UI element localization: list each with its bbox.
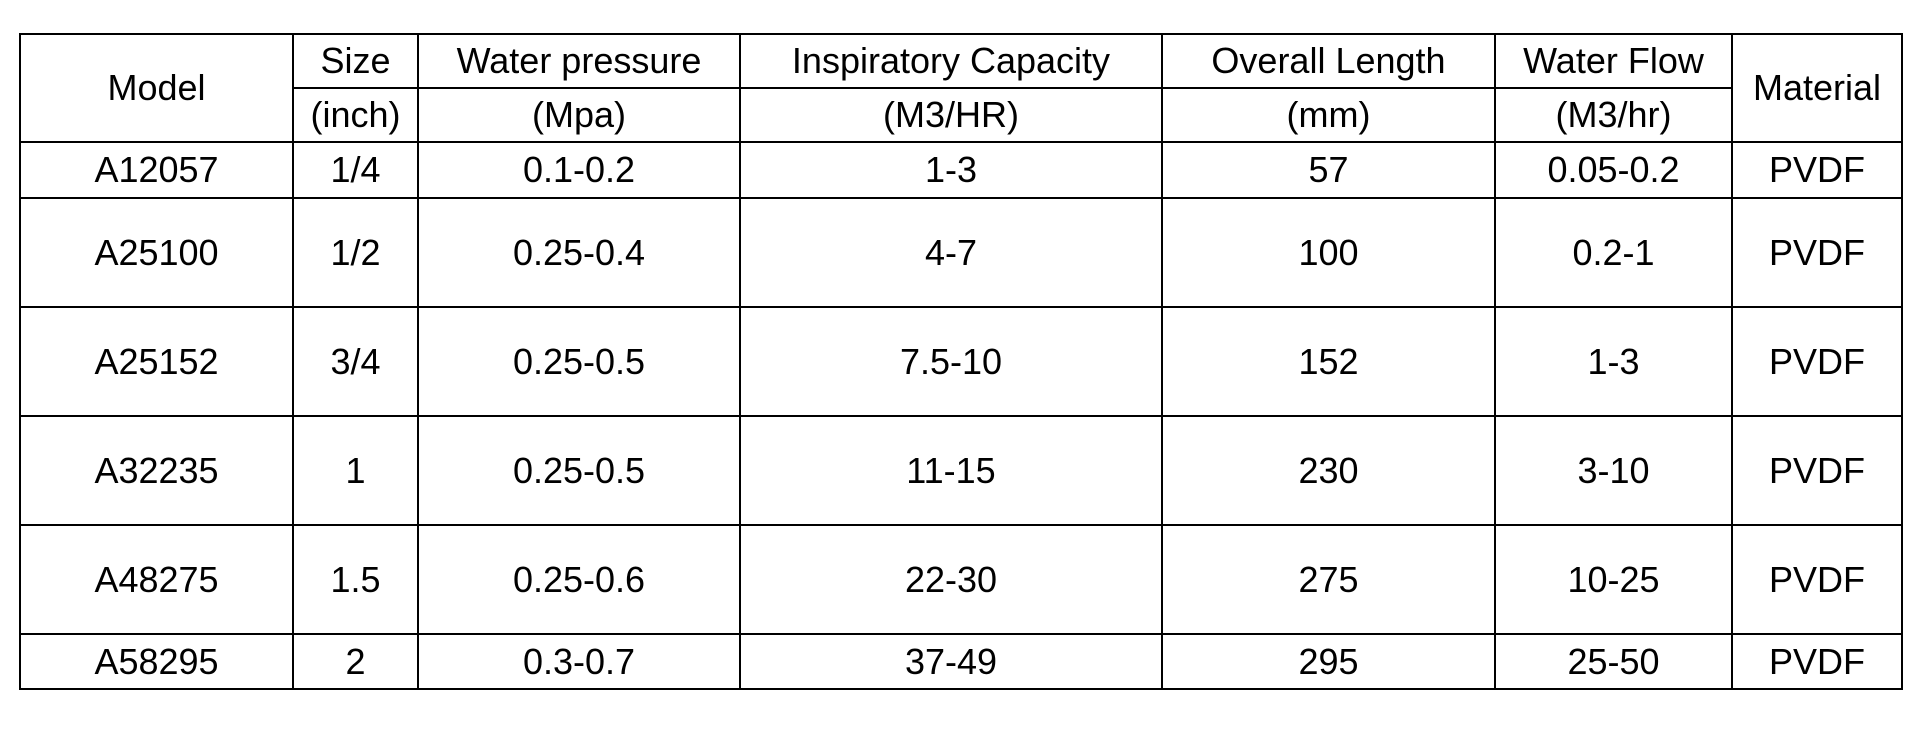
table-header: Model Size Water pressure Inspiratory Ca… <box>19 33 1903 143</box>
cell-water-flow: 0.2-1 <box>1494 197 1733 308</box>
header-row-top: Model Size Water pressure Inspiratory Ca… <box>19 33 1903 143</box>
cell-material: PVDF <box>1731 197 1903 308</box>
cell-inspiratory-capacity: 7.5-10 <box>739 306 1163 417</box>
cell-inspiratory-capacity: 22-30 <box>739 524 1163 635</box>
table-row: A58295 2 0.3-0.7 37-49 295 25-50 PVDF <box>19 633 1903 690</box>
header-overall-length-unit: (mm) <box>1161 87 1496 143</box>
header-water-flow-unit: (M3/hr) <box>1494 87 1733 143</box>
cell-size: 1.5 <box>292 524 419 635</box>
header-overall-length: Overall Length <box>1161 33 1496 89</box>
cell-inspiratory-capacity: 11-15 <box>739 415 1163 526</box>
cell-size: 1/4 <box>292 141 419 199</box>
table-row: A48275 1.5 0.25-0.6 22-30 275 10-25 PVDF <box>19 524 1903 635</box>
cell-water-pressure: 0.25-0.5 <box>417 306 741 417</box>
cell-inspiratory-capacity: 4-7 <box>739 197 1163 308</box>
cell-overall-length: 100 <box>1161 197 1496 308</box>
table-row: A12057 1/4 0.1-0.2 1-3 57 0.05-0.2 PVDF <box>19 141 1903 199</box>
header-model: Model <box>19 33 294 143</box>
cell-water-flow: 1-3 <box>1494 306 1733 417</box>
header-row-units: (inch) (Mpa) (M3/HR) (mm) (M3/hr) <box>20 87 1902 143</box>
cell-water-flow: 25-50 <box>1494 633 1733 690</box>
cell-water-pressure: 0.3-0.7 <box>417 633 741 690</box>
cell-water-pressure: 0.25-0.5 <box>417 415 741 526</box>
cell-overall-length: 230 <box>1161 415 1496 526</box>
cell-model: A58295 <box>19 633 294 690</box>
cell-size: 1/2 <box>292 197 419 308</box>
table-row: A25100 1/2 0.25-0.4 4-7 100 0.2-1 PVDF <box>19 197 1903 308</box>
cell-overall-length: 275 <box>1161 524 1496 635</box>
header-water-flow: Water Flow <box>1494 33 1733 89</box>
cell-size: 2 <box>292 633 419 690</box>
cell-material: PVDF <box>1731 524 1903 635</box>
cell-water-pressure: 0.25-0.4 <box>417 197 741 308</box>
cell-model: A25100 <box>19 197 294 308</box>
header-inspiratory-capacity-unit: (M3/HR) <box>739 87 1163 143</box>
header-material: Material <box>1731 33 1903 143</box>
cell-model: A25152 <box>19 306 294 417</box>
cell-water-flow: 10-25 <box>1494 524 1733 635</box>
cell-overall-length: 152 <box>1161 306 1496 417</box>
spec-table: Model Size Water pressure Inspiratory Ca… <box>19 33 1903 690</box>
cell-material: PVDF <box>1731 633 1903 690</box>
cell-water-pressure: 0.25-0.6 <box>417 524 741 635</box>
cell-overall-length: 57 <box>1161 141 1496 199</box>
cell-water-flow: 3-10 <box>1494 415 1733 526</box>
cell-water-pressure: 0.1-0.2 <box>417 141 741 199</box>
cell-overall-length: 295 <box>1161 633 1496 690</box>
header-size-unit: (inch) <box>292 87 419 143</box>
cell-size: 1 <box>292 415 419 526</box>
header-size: Size <box>292 33 419 89</box>
cell-size: 3/4 <box>292 306 419 417</box>
cell-model: A12057 <box>19 141 294 199</box>
cell-water-flow: 0.05-0.2 <box>1494 141 1733 199</box>
header-water-pressure-unit: (Mpa) <box>417 87 741 143</box>
cell-material: PVDF <box>1731 415 1903 526</box>
cell-material: PVDF <box>1731 306 1903 417</box>
cell-model: A48275 <box>19 524 294 635</box>
table-row: A25152 3/4 0.25-0.5 7.5-10 152 1-3 PVDF <box>19 306 1903 417</box>
header-water-pressure: Water pressure <box>417 33 741 89</box>
cell-model: A32235 <box>19 415 294 526</box>
cell-material: PVDF <box>1731 141 1903 199</box>
cell-inspiratory-capacity: 37-49 <box>739 633 1163 690</box>
cell-inspiratory-capacity: 1-3 <box>739 141 1163 199</box>
table-row: A32235 1 0.25-0.5 11-15 230 3-10 PVDF <box>19 415 1903 526</box>
header-inspiratory-capacity: Inspiratory Capacity <box>739 33 1163 89</box>
table-body: A12057 1/4 0.1-0.2 1-3 57 0.05-0.2 PVDF … <box>19 141 1903 690</box>
